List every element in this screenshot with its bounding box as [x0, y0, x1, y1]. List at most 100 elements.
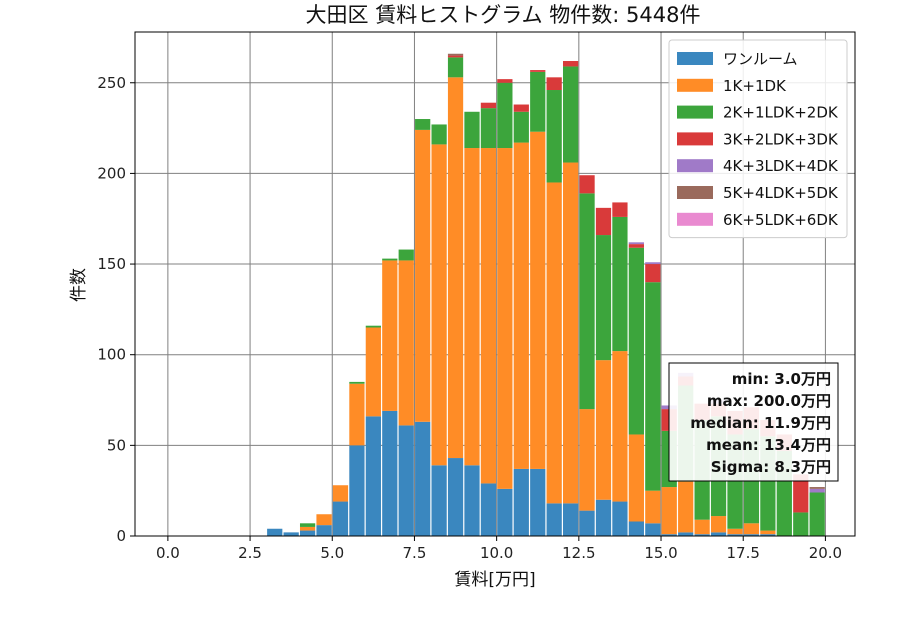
bar-segment — [546, 503, 562, 536]
stats-box: min: 3.0万円 max: 200.0万円 median: 11.9万円 mean… — [668, 362, 839, 482]
bar-segment — [809, 492, 825, 536]
bar-segment — [710, 516, 727, 533]
x-tick-label: 15.0 — [644, 544, 677, 562]
bar-segment — [349, 383, 365, 446]
legend-swatch — [677, 105, 713, 119]
stats-line: max: 200.0万円 — [707, 392, 831, 410]
legend-label: 1K+1DK — [723, 77, 787, 95]
stats-box-frame — [668, 362, 839, 482]
x-tick-label: 10.0 — [480, 544, 513, 562]
bar-segment — [464, 148, 480, 466]
bar-segment — [595, 207, 612, 236]
bar-segment — [530, 70, 546, 72]
bar-segment — [678, 532, 694, 536]
bar-segment — [579, 510, 595, 536]
bar-segment — [447, 57, 464, 78]
legend-label: 5K+4LDK+5DK — [723, 184, 839, 202]
plot-frame — [134, 31, 856, 537]
stats-line: mean: 13.4万円 — [706, 436, 831, 454]
bar-segment — [332, 501, 349, 536]
bar-segment — [513, 104, 529, 112]
bar-segment — [382, 410, 398, 536]
bar-segment — [612, 501, 628, 536]
bar-segment — [628, 434, 644, 522]
bar-segment — [579, 175, 595, 194]
legend-box — [668, 39, 848, 239]
bar-segment — [480, 148, 497, 484]
bar-segment — [595, 360, 612, 500]
bar-segment — [612, 351, 628, 502]
bar-segment — [628, 244, 644, 248]
stats-line: Sigma: 8.3万円 — [711, 458, 831, 476]
bar-segment — [480, 483, 497, 536]
bar-segment — [743, 534, 760, 536]
chart-title: 大田区 賃料ヒストグラム 物件数: 5448件 — [306, 3, 701, 27]
legend: ワンルーム 1K+1DK 2K+1LDK+2DK 3K+2LDK+3DK 4K+3LDK… — [668, 39, 848, 239]
x-tick-label: 2.5 — [238, 544, 262, 562]
legend-swatch — [677, 212, 713, 226]
bar-segment — [595, 499, 612, 536]
bar-segment — [497, 488, 513, 536]
bar-segment — [431, 144, 447, 466]
bar-segment — [809, 487, 825, 489]
legend-swatch — [677, 52, 713, 65]
bar-segment — [612, 202, 628, 217]
bar-segment — [793, 474, 809, 513]
bar-segment — [283, 532, 299, 536]
bar-segment — [447, 53, 464, 56]
tick-layer: 0.0 2.5 5.0 7.5 10.0 12.5 15.0 17.5 20.0 0 50 100 15… — [97, 74, 842, 562]
legend-label: 3K+2LDK+3DK — [723, 130, 839, 148]
bar-segment — [480, 102, 497, 109]
x-tick-label: 5.0 — [320, 544, 344, 562]
legend-label: ワンルーム — [723, 50, 798, 68]
bar-segment — [678, 481, 694, 533]
bar-segment — [365, 327, 381, 417]
bar-segment — [431, 124, 447, 145]
bar-segment — [595, 235, 612, 361]
bar-segment — [316, 514, 332, 526]
bar-segment — [562, 66, 579, 163]
bar-segment — [365, 416, 381, 536]
y-tick-label: 200 — [97, 164, 126, 182]
bar-segment — [464, 465, 480, 536]
bar-segment — [645, 490, 661, 524]
bar-segment — [562, 162, 579, 504]
bar-segment — [645, 523, 661, 536]
bar-segment — [628, 521, 644, 536]
bar-segment — [546, 90, 562, 183]
bar-segment — [497, 148, 513, 489]
bar-segment — [299, 523, 316, 527]
legend-label: 4K+3LDK+4DK — [723, 157, 839, 175]
bar-segment — [645, 282, 661, 491]
bar-segment — [661, 487, 677, 535]
bar-segment — [332, 485, 349, 502]
bar-segment — [530, 468, 546, 536]
bar-segment — [760, 534, 776, 536]
bar-segment — [497, 82, 513, 149]
x-axis-label: 賃料[万円] — [454, 570, 535, 590]
stats-line: min: 3.0万円 — [732, 370, 831, 388]
bar-segment — [513, 111, 529, 143]
bar-segment — [480, 108, 497, 149]
bar-segment — [299, 530, 316, 536]
x-tick-label: 12.5 — [562, 544, 595, 562]
bar-segment — [760, 530, 776, 535]
bar-segment — [365, 325, 381, 328]
bar-segment — [267, 528, 283, 536]
bar-segment — [415, 421, 431, 536]
bar-segment — [530, 131, 546, 469]
bar-segment — [579, 409, 595, 511]
x-tick-label: 7.5 — [403, 544, 427, 562]
bar-segment — [349, 445, 365, 536]
bar-segment — [546, 77, 562, 91]
bar-segment — [398, 425, 414, 536]
bar-segment — [645, 264, 661, 283]
bar-segment — [727, 528, 743, 535]
bar-segment — [694, 519, 710, 535]
y-tick-label: 50 — [107, 436, 126, 454]
bar-segment — [382, 258, 398, 261]
bar-segment — [382, 260, 398, 411]
bar-segment — [661, 534, 677, 536]
bar-segment — [447, 458, 464, 536]
